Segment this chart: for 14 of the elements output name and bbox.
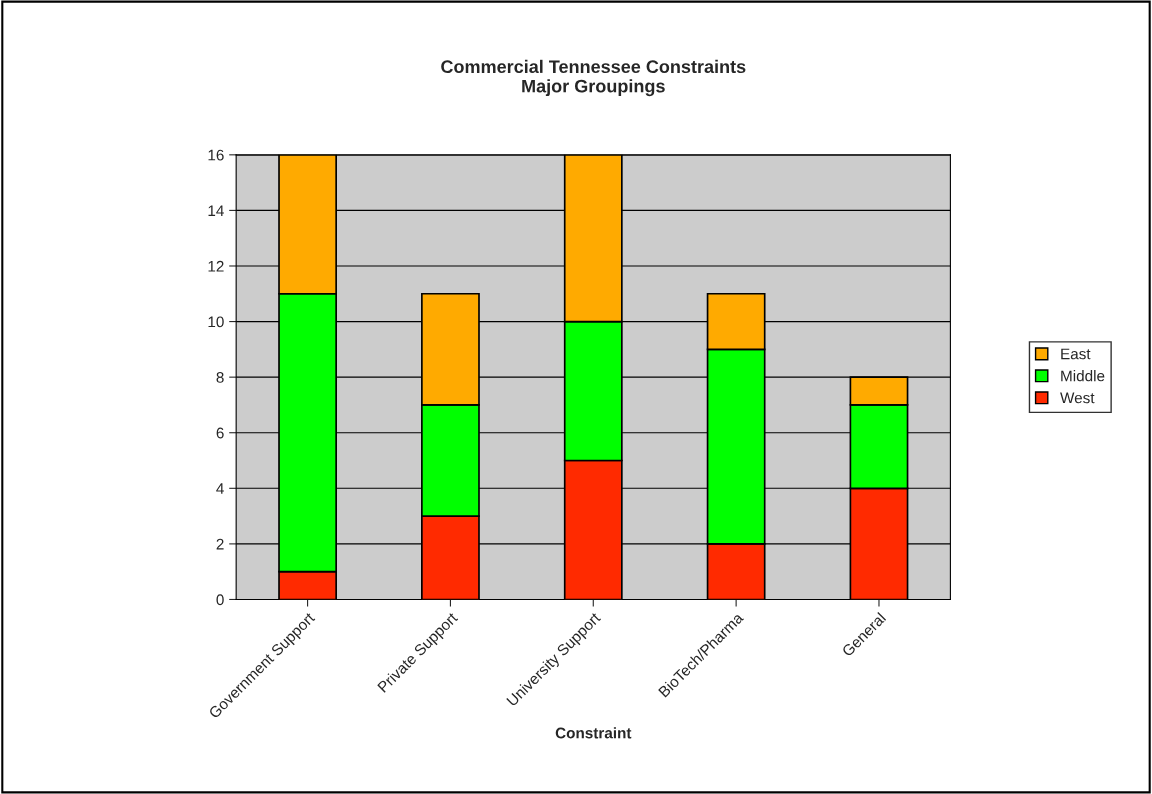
legend-label: East bbox=[1061, 348, 1091, 360]
legend-label: Middle bbox=[1061, 370, 1105, 382]
y-tick-label: 10 bbox=[208, 316, 224, 328]
y-tick-label: 14 bbox=[208, 205, 224, 216]
y-tick-label: 0 bbox=[216, 594, 224, 606]
y-tick-label: 2 bbox=[216, 538, 224, 550]
chart-title: Commercial Tennessee Constraints Major Groupings bbox=[441, 59, 746, 97]
y-tick-label: 8 bbox=[216, 372, 224, 383]
y-tick-label: 16 bbox=[208, 149, 224, 161]
legend-label: West bbox=[1060, 392, 1095, 404]
y-tick-label: 6 bbox=[216, 427, 224, 439]
x-axis-title: Constraint bbox=[555, 727, 632, 739]
y-tick-label: 12 bbox=[208, 260, 224, 272]
y-tick-label: 4 bbox=[216, 483, 224, 494]
